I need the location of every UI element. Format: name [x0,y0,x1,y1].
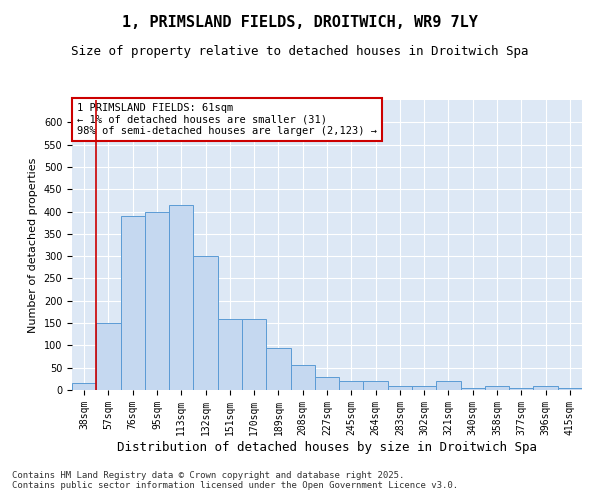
Bar [436,381,461,390]
Bar [485,386,509,390]
Text: Size of property relative to detached houses in Droitwich Spa: Size of property relative to detached ho… [71,45,529,58]
Bar [388,386,412,390]
Bar [72,384,96,390]
Bar [266,348,290,390]
Bar [96,323,121,390]
Bar [412,386,436,390]
Bar [242,318,266,390]
Y-axis label: Number of detached properties: Number of detached properties [28,158,38,332]
Bar [364,381,388,390]
Bar [290,366,315,390]
Bar [509,388,533,390]
X-axis label: Distribution of detached houses by size in Droitwich Spa: Distribution of detached houses by size … [117,440,537,454]
Bar [145,212,169,390]
Bar [339,381,364,390]
Text: Contains HM Land Registry data © Crown copyright and database right 2025.
Contai: Contains HM Land Registry data © Crown c… [12,470,458,490]
Bar [121,216,145,390]
Bar [218,318,242,390]
Bar [558,388,582,390]
Bar [533,386,558,390]
Text: 1, PRIMSLAND FIELDS, DROITWICH, WR9 7LY: 1, PRIMSLAND FIELDS, DROITWICH, WR9 7LY [122,15,478,30]
Text: 1 PRIMSLAND FIELDS: 61sqm
← 1% of detached houses are smaller (31)
98% of semi-d: 1 PRIMSLAND FIELDS: 61sqm ← 1% of detach… [77,103,377,136]
Bar [315,376,339,390]
Bar [461,388,485,390]
Bar [193,256,218,390]
Bar [169,205,193,390]
